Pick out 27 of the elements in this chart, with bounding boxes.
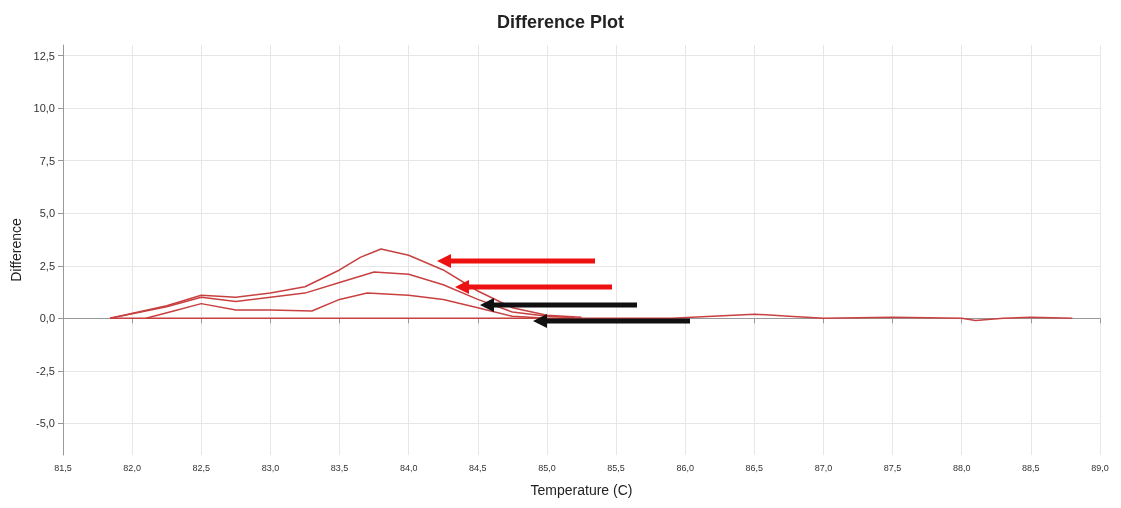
x-tick-label: 87,0 (814, 462, 833, 473)
x-tick-label: 87,5 (883, 462, 902, 473)
y-tick-label: -2,5 (36, 364, 55, 377)
y-tick-label: 5,0 (39, 207, 55, 220)
x-tick-label: 82,5 (192, 462, 211, 473)
y-tick-label: 2,5 (39, 259, 55, 272)
x-tick-label: 83,0 (261, 462, 280, 473)
chart-title: Difference Plot (496, 12, 625, 32)
y-tick-label: -5,0 (36, 417, 55, 430)
x-tick-label: 85,5 (607, 462, 625, 473)
x-tick-label: 82,0 (123, 462, 141, 473)
x-tick-label: 83,5 (330, 462, 349, 473)
x-tick-label: 86,0 (676, 462, 694, 473)
x-tick-label: 85,0 (538, 462, 556, 473)
x-tick-label: 86,5 (745, 462, 764, 473)
y-tick-label: 10,0 (33, 102, 55, 115)
x-tick-label: 89,0 (1091, 462, 1109, 473)
y-axis-title: Difference (7, 218, 24, 282)
x-tick-label: 88,5 (1022, 462, 1040, 473)
x-tick-label: 88,0 (952, 462, 971, 473)
y-tick-label: 7,5 (39, 154, 55, 167)
x-tick-label: 84,5 (469, 462, 487, 473)
x-tick-label: 81,5 (54, 462, 72, 473)
y-tick-label: 0,0 (39, 312, 55, 325)
x-axis-title: Temperature (C) (530, 482, 633, 498)
y-tick-label: 12,5 (33, 49, 55, 62)
x-tick-label: 84,0 (399, 462, 418, 473)
